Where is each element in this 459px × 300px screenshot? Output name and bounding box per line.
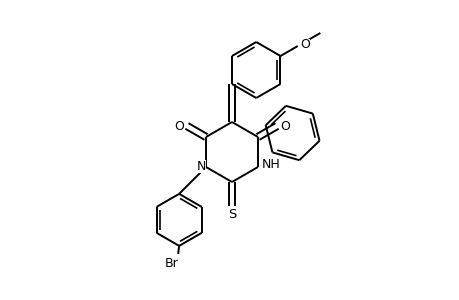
Text: O: O	[299, 38, 309, 52]
Text: N: N	[196, 160, 205, 172]
Text: Br: Br	[164, 257, 178, 270]
Text: S: S	[227, 208, 235, 220]
Text: O: O	[280, 119, 289, 133]
Text: NH: NH	[261, 158, 280, 172]
Text: O: O	[174, 119, 184, 133]
